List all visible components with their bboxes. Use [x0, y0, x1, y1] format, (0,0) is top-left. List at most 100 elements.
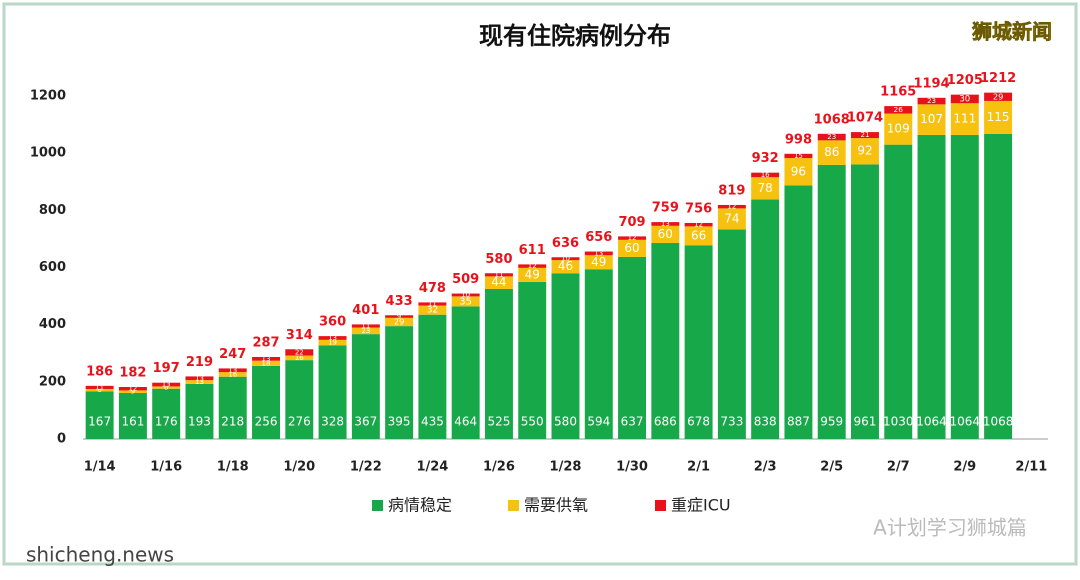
- value-label: 13: [162, 381, 171, 389]
- bar-segment: [85, 385, 114, 389]
- value-label: 13: [262, 355, 271, 363]
- value-label: 328: [321, 415, 344, 429]
- total-label: 1074: [847, 111, 883, 126]
- value-label: 21: [861, 131, 870, 139]
- value-label: 49: [525, 267, 540, 281]
- bar-segment: [418, 314, 447, 439]
- bar-segment: [484, 276, 513, 289]
- total-label: 509: [452, 272, 479, 287]
- bar-segment: [851, 164, 879, 439]
- value-label: 107: [920, 112, 943, 126]
- total-label: 1205: [947, 73, 983, 88]
- value-label: 60: [658, 227, 673, 241]
- bar-segment: [285, 355, 314, 361]
- bar-segment: [584, 255, 613, 270]
- x-tick-label: 2/5: [820, 460, 843, 475]
- bar-segment: [551, 273, 580, 439]
- legend-swatch: [655, 500, 666, 511]
- total-label: 360: [319, 315, 346, 330]
- bar-segment: [218, 368, 247, 373]
- legend-swatch: [372, 500, 383, 511]
- bar-segment: [984, 100, 1013, 134]
- value-label: 23: [827, 133, 836, 141]
- value-label: 12: [128, 385, 137, 393]
- value-label: 16: [761, 171, 770, 179]
- total-label: 478: [419, 281, 446, 296]
- value-label: 78: [758, 181, 773, 195]
- value-label: 11: [95, 383, 104, 391]
- legend-label: 需要供氧: [524, 496, 588, 515]
- x-tick-label: 1/30: [616, 460, 648, 475]
- y-tick-label: 1200: [30, 89, 66, 104]
- x-tick-label: 2/11: [1015, 460, 1047, 475]
- bar-segment: [518, 281, 547, 439]
- value-label: 22: [295, 348, 304, 356]
- bar-segment: [185, 376, 214, 381]
- value-label: 10: [461, 291, 470, 299]
- bar-segment: [118, 386, 147, 391]
- bar-segment: [817, 164, 846, 439]
- value-label: 161: [121, 415, 144, 429]
- x-tick-label: 1/24: [416, 460, 448, 475]
- value-label: 30: [959, 94, 970, 104]
- value-label: 32: [427, 306, 439, 316]
- total-label: 182: [119, 365, 146, 380]
- value-label: 11: [494, 271, 503, 279]
- total-label: 709: [618, 215, 645, 230]
- bar-segment: [451, 306, 480, 439]
- value-label: 678: [687, 415, 710, 429]
- bar-segment: [884, 106, 913, 114]
- x-tick-label: 2/7: [887, 460, 910, 475]
- value-label: 1030: [883, 415, 914, 429]
- total-label: 287: [252, 335, 279, 350]
- bar-segment: [518, 267, 547, 282]
- bar-segment: [751, 199, 780, 439]
- value-label: 961: [854, 415, 877, 429]
- total-label: 219: [186, 355, 213, 370]
- watermark: shicheng.news: [26, 543, 174, 567]
- bar-segment: [950, 103, 979, 135]
- value-label: 13: [195, 374, 204, 382]
- total-label: 1165: [880, 85, 916, 100]
- y-tick-label: 0: [57, 432, 66, 447]
- y-tick-label: 600: [39, 260, 66, 275]
- bar-segment: [218, 372, 247, 377]
- bar-segment: [917, 97, 946, 105]
- bar-segment: [817, 140, 846, 165]
- value-label: 435: [421, 415, 444, 429]
- total-label: 1212: [980, 71, 1016, 86]
- bar-segment: [717, 229, 746, 439]
- bar-segment: [285, 349, 314, 356]
- bar-segment: [684, 222, 713, 227]
- bar-segment: [551, 260, 580, 274]
- value-label: 60: [624, 241, 639, 255]
- bar-segment: [118, 392, 147, 439]
- bar-segment: [484, 288, 513, 439]
- value-label: 838: [754, 415, 777, 429]
- value-label: 86: [824, 145, 839, 159]
- value-label: 8: [97, 386, 101, 394]
- value-label: 8: [164, 384, 168, 392]
- total-label: 611: [519, 243, 546, 258]
- bar-segment: [584, 251, 613, 256]
- value-label: 276: [288, 415, 311, 429]
- total-label: 756: [685, 201, 712, 216]
- total-label: 186: [86, 364, 113, 379]
- bar-segment: [451, 293, 480, 297]
- bar-segment: [484, 273, 513, 277]
- value-label: 12: [628, 234, 637, 242]
- bar-segment: [185, 380, 214, 384]
- value-label: 594: [587, 415, 610, 429]
- total-label: 197: [153, 361, 180, 376]
- total-label: 314: [286, 328, 313, 343]
- value-label: 18: [262, 359, 271, 367]
- value-label: 525: [487, 415, 510, 429]
- bar-segment: [451, 296, 480, 307]
- value-label: 29: [394, 316, 405, 326]
- total-label: 401: [352, 303, 379, 318]
- bar-segment: [252, 360, 280, 366]
- value-label: 35: [459, 296, 472, 307]
- bar-segment: [684, 245, 713, 439]
- bar-segment: [351, 324, 380, 328]
